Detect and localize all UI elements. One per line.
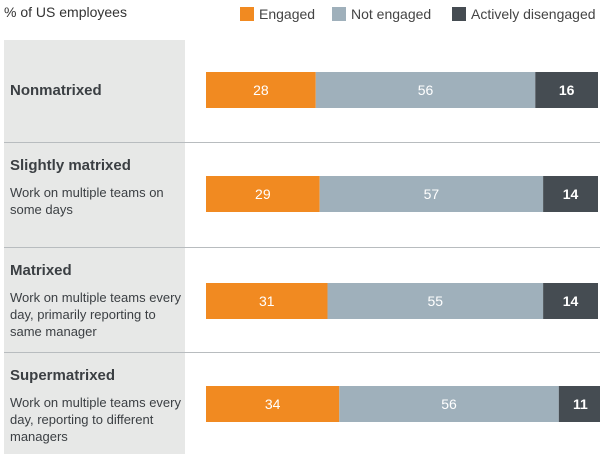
row-description-slightly-matrixed: Work on multiple teams on some days	[10, 185, 164, 217]
data-label-engaged: 31	[259, 293, 275, 309]
bar-segment-actively-disengaged	[535, 72, 598, 108]
bar-segment-actively-disengaged	[558, 386, 600, 422]
legend-swatch-engaged	[240, 7, 254, 21]
legend-item-engaged: Engaged	[240, 6, 315, 22]
data-label-engaged: 28	[253, 82, 269, 98]
data-label-actively-disengaged: 16	[559, 82, 575, 98]
row-title-matrixed: Matrixed	[10, 262, 72, 279]
data-label-actively-disengaged: 11	[573, 396, 588, 412]
data-label-not-engaged: 55	[428, 293, 444, 309]
legend-item-actively-disengaged: Actively disengaged	[452, 6, 596, 22]
bar-segment-engaged	[206, 176, 320, 212]
bar-segment-not-engaged	[319, 176, 544, 212]
bar-segment-not-engaged	[327, 283, 544, 319]
legend-label-actively-disengaged: Actively disengaged	[471, 6, 596, 22]
row-description-supermatrixed: Work on multiple teams every day, report…	[10, 395, 181, 444]
legend: Engaged Not engaged Actively disengaged	[240, 6, 600, 26]
data-label-not-engaged: 56	[441, 396, 457, 412]
data-label-not-engaged: 57	[424, 186, 440, 202]
bar-segment-actively-disengaged	[543, 283, 598, 319]
row-divider	[4, 142, 600, 143]
data-label-engaged: 34	[265, 396, 281, 412]
bar-segment-engaged	[206, 283, 328, 319]
row-divider	[4, 352, 600, 353]
bar-segment-actively-disengaged	[543, 176, 598, 212]
data-label-actively-disengaged: 14	[563, 293, 579, 309]
row-title-supermatrixed: Supermatrixed	[10, 367, 116, 384]
legend-item-not-engaged: Not engaged	[332, 6, 431, 22]
row-divider	[4, 247, 600, 248]
chart-subtitle: % of US employees	[4, 4, 127, 20]
legend-swatch-actively-disengaged	[452, 7, 466, 21]
data-label-not-engaged: 56	[418, 82, 434, 98]
bar-segment-engaged	[206, 72, 316, 108]
row-label-panel	[4, 40, 185, 142]
data-label-actively-disengaged: 14	[563, 186, 579, 202]
bar-segment-not-engaged	[315, 72, 536, 108]
data-label-engaged: 29	[255, 186, 271, 202]
row-label-panel	[4, 248, 185, 352]
row-label-panel	[4, 353, 185, 454]
bar-segment-not-engaged	[339, 386, 559, 422]
row-label-panel	[4, 143, 185, 247]
legend-label-engaged: Engaged	[259, 6, 316, 22]
row-title-nonmatrixed: Nonmatrixed	[10, 82, 102, 99]
row-description-matrixed: Work on multiple teams every day, primar…	[10, 290, 181, 339]
legend-label-not-engaged: Not engaged	[351, 6, 432, 22]
bar-segment-engaged	[206, 386, 340, 422]
legend-swatch-not-engaged	[332, 7, 346, 21]
row-title-slightly-matrixed: Slightly matrixed	[10, 157, 131, 174]
